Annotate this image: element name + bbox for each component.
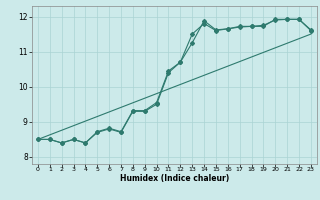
X-axis label: Humidex (Indice chaleur): Humidex (Indice chaleur) bbox=[120, 174, 229, 183]
